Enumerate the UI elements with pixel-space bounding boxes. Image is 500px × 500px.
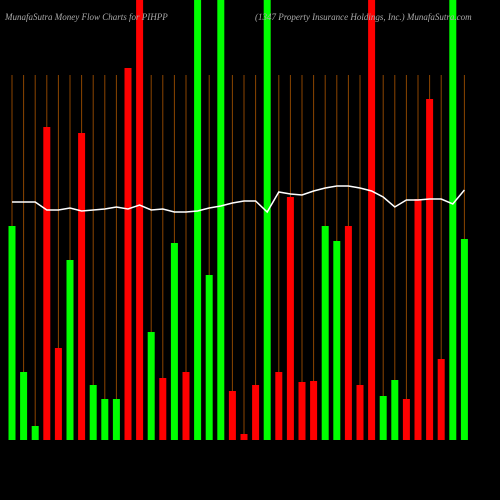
bar	[321, 226, 329, 440]
bar	[368, 0, 376, 440]
bar	[43, 127, 51, 440]
bar	[263, 0, 271, 440]
bar	[275, 372, 283, 440]
bars	[8, 0, 468, 440]
bar	[426, 99, 434, 440]
bar	[414, 199, 422, 440]
bar	[66, 260, 74, 440]
bar	[310, 381, 318, 440]
bar	[205, 275, 213, 440]
bar	[101, 399, 109, 440]
bar	[449, 0, 457, 440]
bar	[240, 434, 248, 440]
bar	[286, 197, 294, 440]
chart-title: MunafaSutra Money Flow Charts for PIHPP	[4, 12, 168, 22]
bar	[159, 378, 167, 440]
bar	[402, 399, 410, 440]
bar	[356, 385, 364, 440]
bar	[78, 133, 86, 440]
bar	[437, 359, 445, 440]
bar	[379, 396, 387, 440]
bar	[54, 348, 62, 440]
money-flow-line	[12, 185, 465, 214]
bar	[124, 68, 132, 440]
bar	[391, 380, 399, 440]
bar	[252, 385, 260, 440]
bar	[112, 399, 120, 440]
bar	[147, 332, 155, 440]
bar	[89, 385, 97, 440]
bar	[170, 243, 178, 440]
chart-subtitle: (1347 Property Insurance Holdings, Inc.)…	[255, 12, 472, 22]
bar	[194, 0, 202, 440]
bar	[333, 241, 341, 440]
lines	[12, 185, 465, 214]
bar	[217, 0, 225, 440]
bar	[344, 226, 352, 440]
bar	[228, 391, 236, 440]
bar	[182, 372, 190, 440]
bar	[31, 426, 39, 440]
bar	[20, 372, 28, 440]
bar	[298, 382, 306, 440]
bar	[8, 226, 16, 440]
bar	[136, 0, 144, 440]
bar	[460, 239, 468, 440]
